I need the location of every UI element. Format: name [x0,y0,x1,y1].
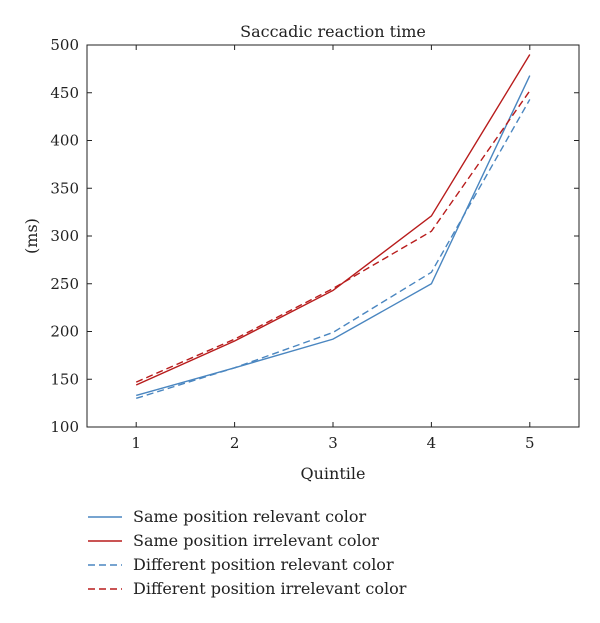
series-line-2 [135,54,531,386]
y-tick-label: 250 [50,275,79,293]
x-axis-title: Quintile [301,464,366,483]
chart-title: Saccadic reaction time [240,22,426,41]
x-tick-label: 5 [525,434,535,452]
x-tick-label: 3 [328,434,338,452]
series-line-4 [135,90,531,383]
series-lines [135,54,531,400]
series-line-3 [135,99,531,400]
y-tick-label: 350 [50,179,79,197]
x-axis: 1 2 3 4 5 [131,45,535,452]
x-tick-label: 2 [230,434,240,452]
series-line-1 [136,75,531,397]
legend-label-4: Different position irrelevant color [133,579,407,598]
y-tick-label: 150 [50,370,79,388]
x-tick-label: 1 [131,434,141,452]
y-tick-label: 200 [50,323,79,341]
y-tick-label: 450 [50,84,79,102]
y-tick-label: 500 [50,36,79,54]
legend-label-3: Different position relevant color [133,555,394,574]
y-axis-title: (ms) [22,218,41,254]
legend: Same position relevant color Same positio… [88,507,407,598]
y-tick-label: 100 [50,418,79,436]
legend-label-1: Same position relevant color [133,507,366,526]
legend-label-2: Same position irrelevant color [133,531,379,550]
y-tick-label: 300 [50,227,79,245]
plot-frame [86,44,580,428]
y-tick-label: 400 [50,132,79,150]
x-tick-label: 4 [427,434,437,452]
y-axis: 100 150 200 250 300 350 400 450 500 [50,36,579,436]
